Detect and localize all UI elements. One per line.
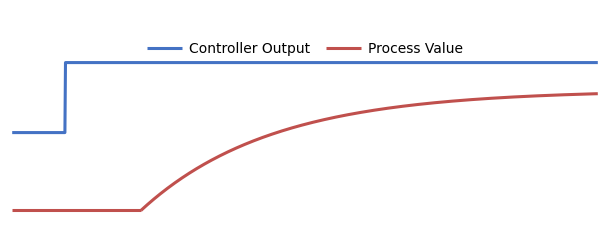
- Process Value: [594, 92, 601, 95]
- Line: Controller Output: Controller Output: [12, 62, 598, 133]
- Controller Output: [62, 61, 69, 64]
- Legend: Controller Output, Process Value: Controller Output, Process Value: [142, 36, 468, 62]
- Controller Output: [61, 131, 68, 134]
- Controller Output: [9, 131, 16, 134]
- Process Value: [137, 209, 145, 212]
- Process Value: [354, 111, 362, 114]
- Process Value: [357, 111, 364, 114]
- Process Value: [583, 92, 590, 95]
- Process Value: [409, 104, 417, 107]
- Process Value: [512, 95, 519, 98]
- Process Value: [384, 107, 392, 110]
- Line: Process Value: Process Value: [141, 94, 598, 210]
- Controller Output: [594, 61, 601, 64]
